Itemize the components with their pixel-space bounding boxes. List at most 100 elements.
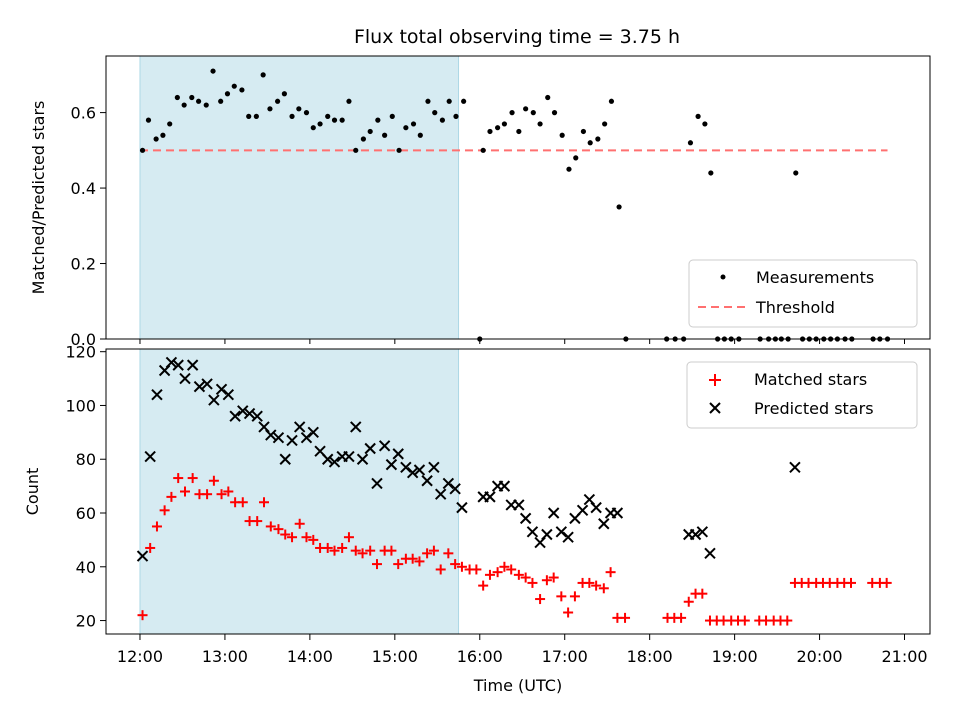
measurement-point [210, 68, 216, 74]
matched-star-point [208, 475, 219, 486]
predicted-star-point [541, 528, 553, 541]
predicted-star-point [328, 456, 341, 468]
measurement-point [687, 140, 694, 146]
matched-star-point [428, 545, 439, 556]
matched-star-point [350, 545, 361, 556]
measurement-point [695, 113, 701, 119]
predicted-star-point [172, 359, 184, 371]
matched-star-point [322, 542, 333, 553]
predicted-star-point [229, 410, 241, 422]
measurement-point [346, 98, 352, 104]
count-xtick-label: 16:00 [457, 647, 503, 666]
predicted-star-point [519, 512, 532, 525]
measurement-point [551, 110, 558, 116]
matched-star-point [563, 607, 574, 618]
measurement-point [545, 94, 551, 101]
predicted-star-point [201, 378, 213, 390]
predicted-star-point [293, 421, 306, 433]
count-panel-legend: Matched stars Predicted stars [686, 361, 918, 429]
legend-predicted-label: Predicted stars [754, 399, 874, 418]
predicted-star-point [343, 450, 355, 463]
predicted-star-point [279, 453, 291, 465]
chart-title: Flux total observing time = 3.75 h [354, 26, 680, 48]
matched-star-point [173, 473, 184, 484]
measurement-point [367, 128, 373, 135]
matched-star-point [223, 486, 234, 497]
predicted-star-point [286, 434, 298, 447]
predicted-star-point [265, 429, 277, 441]
legend-measurements-marker [720, 274, 726, 280]
matched-star-point [343, 532, 354, 543]
matched-star-point [739, 615, 750, 626]
matched-star-point [237, 497, 248, 508]
ratio-legend-box [688, 259, 918, 328]
measurement-point [260, 72, 266, 78]
predicted-star-point [456, 501, 468, 514]
predicted-star-point [555, 526, 568, 538]
predicted-star-point [442, 477, 455, 490]
matched-star-point [605, 567, 616, 578]
count-legend-box [686, 361, 918, 429]
measurement-point [239, 87, 245, 93]
measurement-point [509, 110, 515, 116]
matched-star-point [365, 545, 376, 556]
predicted-star-point [371, 477, 383, 490]
measurement-point [602, 121, 608, 127]
matched-star-point [598, 583, 609, 594]
measurement-point [439, 117, 445, 123]
predicted-star-point [243, 407, 256, 420]
measurement-point [396, 147, 402, 153]
ratio-panel-ylabel: Matched/Predicted stars [29, 101, 48, 295]
measurement-point [303, 110, 310, 116]
ratio-panel-legend: Measurements Threshold [688, 259, 918, 328]
measurement-point [281, 91, 287, 97]
matched-star-point [620, 612, 631, 623]
predicted-star-point [208, 394, 220, 406]
matched-star-point [137, 610, 148, 621]
predicted-star-point [144, 450, 156, 463]
matched-star-point [287, 532, 298, 543]
matched-star-point [676, 612, 687, 623]
predicted-star-point [237, 405, 249, 417]
matched-star-point [329, 545, 340, 556]
count-ytick-label: 80 [76, 450, 96, 469]
measurement-point [708, 170, 714, 176]
matched-star-point [357, 548, 368, 559]
predicted-star-point [562, 531, 574, 543]
count-panel-xlabel: Time (UTC) [473, 676, 562, 695]
matched-star-point [386, 545, 397, 556]
ratio-panel-frame [105, 55, 931, 340]
matched-star-point [216, 489, 227, 500]
measurement-point [253, 113, 259, 119]
predicted-star-point [272, 432, 285, 444]
matched-star-point [265, 521, 276, 532]
predicted-star-point [526, 526, 539, 538]
ratio-panel-shaded-span [139, 55, 460, 340]
count-panel-axes: 20 40 60 80 100 120 12:00 13:00 14:00 15:00 16:00 1… [65, 343, 927, 666]
predicted-star-point [193, 380, 206, 393]
count-xtick-label: 12:00 [117, 647, 163, 666]
matched-star-point [294, 518, 305, 529]
count-xtick-label: 20:00 [797, 647, 843, 666]
measurement-point [246, 113, 252, 119]
measurement-point [317, 121, 323, 127]
matched-star-point [273, 524, 284, 535]
measurement-point [501, 121, 508, 127]
measurement-point [480, 147, 486, 153]
measurement-point [296, 106, 302, 112]
predicted-star-point [378, 440, 391, 452]
predicted-star-point [222, 389, 235, 401]
measurement-point [425, 98, 431, 104]
predicted-star-point [576, 504, 589, 517]
measurement-point [174, 94, 180, 101]
measurement-point [432, 110, 438, 116]
matched-star-point [845, 577, 856, 588]
legend-threshold-label: Threshold [755, 298, 835, 317]
predicted-star-point [689, 528, 702, 541]
count-ytick-label: 120 [65, 343, 96, 362]
measurement-point [461, 98, 467, 104]
count-xtick-label: 13:00 [202, 647, 248, 666]
matched-star-point [782, 615, 793, 626]
measurement-point [793, 170, 799, 176]
